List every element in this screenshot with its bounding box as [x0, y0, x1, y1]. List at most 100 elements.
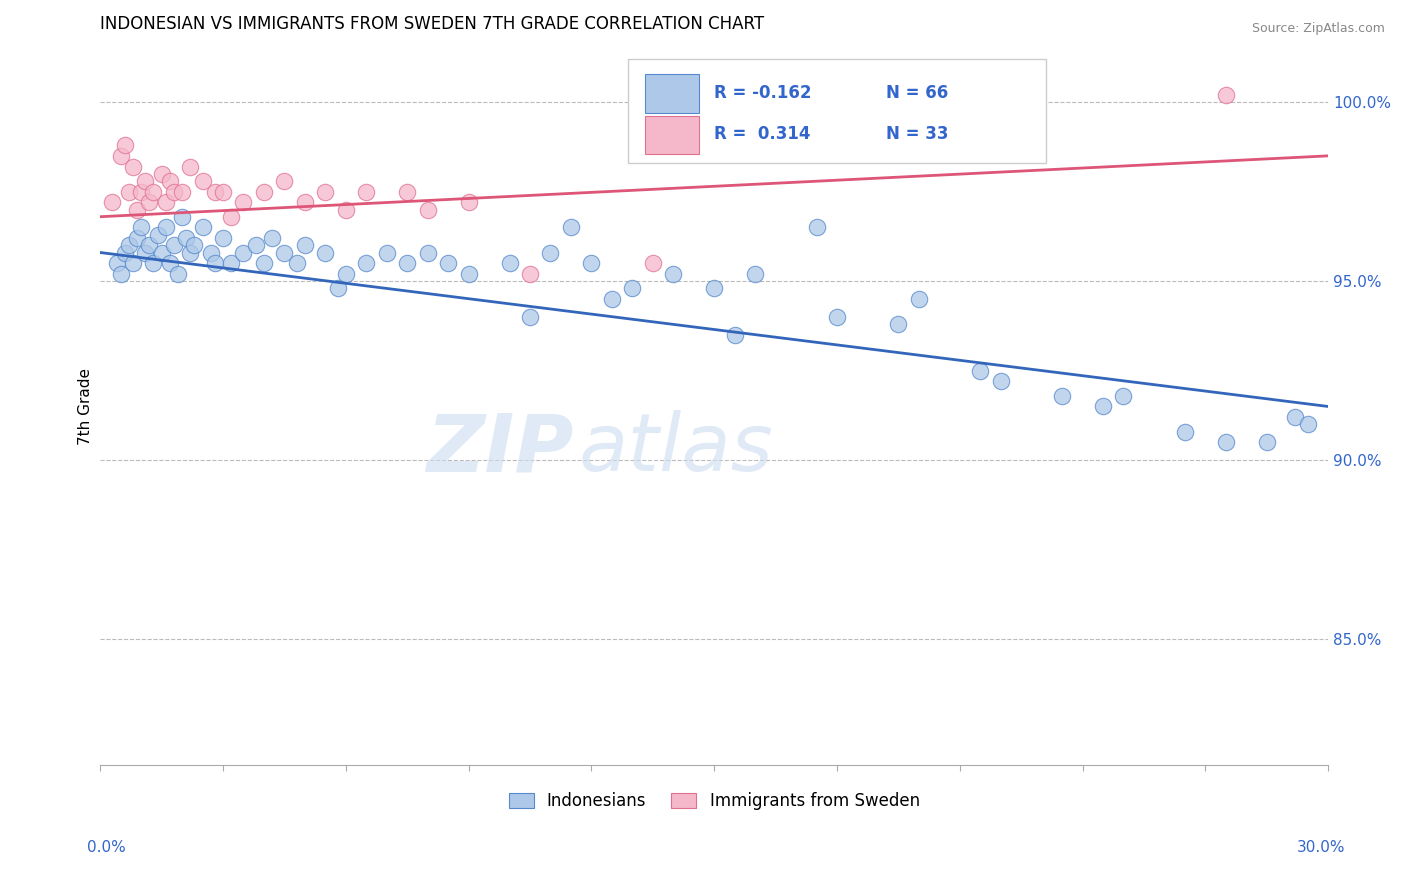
Point	[219, 210, 242, 224]
Point	[138, 195, 160, 210]
Point	[1050, 389, 1073, 403]
Point	[179, 160, 201, 174]
Point	[641, 256, 664, 270]
Point	[129, 220, 152, 235]
Point	[285, 256, 308, 270]
Point	[662, 267, 685, 281]
Point	[253, 256, 276, 270]
Point	[396, 256, 419, 270]
Text: 30.0%: 30.0%	[1298, 839, 1346, 855]
Point	[134, 245, 156, 260]
Text: R = -0.162: R = -0.162	[714, 84, 811, 102]
Point	[125, 231, 148, 245]
Point	[294, 238, 316, 252]
Point	[416, 245, 439, 260]
Point	[375, 245, 398, 260]
Point	[118, 238, 141, 252]
Point	[724, 327, 747, 342]
Point	[396, 185, 419, 199]
Point	[114, 138, 136, 153]
Point	[232, 245, 254, 260]
Point	[1112, 389, 1135, 403]
Point	[110, 149, 132, 163]
Point	[219, 256, 242, 270]
Y-axis label: 7th Grade: 7th Grade	[79, 368, 93, 445]
Legend: Indonesians, Immigrants from Sweden: Indonesians, Immigrants from Sweden	[502, 786, 927, 817]
Point	[560, 220, 582, 235]
Point	[908, 292, 931, 306]
Point	[101, 195, 124, 210]
Point	[1215, 87, 1237, 102]
Point	[129, 185, 152, 199]
Point	[887, 317, 910, 331]
Point	[212, 185, 235, 199]
Point	[150, 245, 173, 260]
Point	[150, 167, 173, 181]
Point	[294, 195, 316, 210]
Text: Source: ZipAtlas.com: Source: ZipAtlas.com	[1251, 22, 1385, 36]
Point	[142, 185, 165, 199]
Point	[356, 256, 378, 270]
Point	[457, 195, 479, 210]
Point	[167, 267, 190, 281]
Point	[806, 220, 828, 235]
Point	[122, 256, 145, 270]
Point	[114, 245, 136, 260]
Point	[273, 245, 295, 260]
Point	[1092, 400, 1115, 414]
Point	[155, 220, 177, 235]
Point	[138, 238, 160, 252]
Point	[1174, 425, 1197, 439]
Point	[159, 256, 181, 270]
Point	[183, 238, 205, 252]
Point	[163, 185, 186, 199]
Point	[110, 267, 132, 281]
Point	[204, 256, 226, 270]
Point	[105, 256, 128, 270]
Point	[621, 281, 644, 295]
Point	[179, 245, 201, 260]
Point	[212, 231, 235, 245]
Point	[142, 256, 165, 270]
Point	[457, 267, 479, 281]
Point	[703, 281, 725, 295]
Text: 0.0%: 0.0%	[87, 839, 127, 855]
Text: INDONESIAN VS IMMIGRANTS FROM SWEDEN 7TH GRADE CORRELATION CHART: INDONESIAN VS IMMIGRANTS FROM SWEDEN 7TH…	[100, 15, 765, 33]
Point	[191, 174, 214, 188]
FancyBboxPatch shape	[645, 74, 699, 113]
Point	[170, 210, 193, 224]
Point	[273, 174, 295, 188]
Point	[204, 185, 226, 199]
Point	[245, 238, 267, 252]
FancyBboxPatch shape	[628, 59, 1046, 163]
Point	[163, 238, 186, 252]
Text: atlas: atlas	[579, 410, 773, 489]
FancyBboxPatch shape	[645, 116, 699, 154]
Point	[125, 202, 148, 217]
Point	[326, 281, 349, 295]
Point	[134, 174, 156, 188]
Point	[825, 310, 848, 324]
Point	[1256, 435, 1278, 450]
Point	[174, 231, 197, 245]
Point	[437, 256, 460, 270]
Text: R =  0.314: R = 0.314	[714, 126, 811, 144]
Point	[519, 310, 541, 324]
Point	[498, 256, 520, 270]
Point	[170, 185, 193, 199]
Point	[990, 375, 1012, 389]
Point	[335, 267, 357, 281]
Text: N = 66: N = 66	[886, 84, 948, 102]
Text: N = 33: N = 33	[886, 126, 949, 144]
Point	[1215, 435, 1237, 450]
Point	[356, 185, 378, 199]
Point	[191, 220, 214, 235]
Point	[118, 185, 141, 199]
Point	[155, 195, 177, 210]
Point	[232, 195, 254, 210]
Point	[416, 202, 439, 217]
Point	[253, 185, 276, 199]
Point	[146, 227, 169, 242]
Point	[519, 267, 541, 281]
Point	[540, 245, 562, 260]
